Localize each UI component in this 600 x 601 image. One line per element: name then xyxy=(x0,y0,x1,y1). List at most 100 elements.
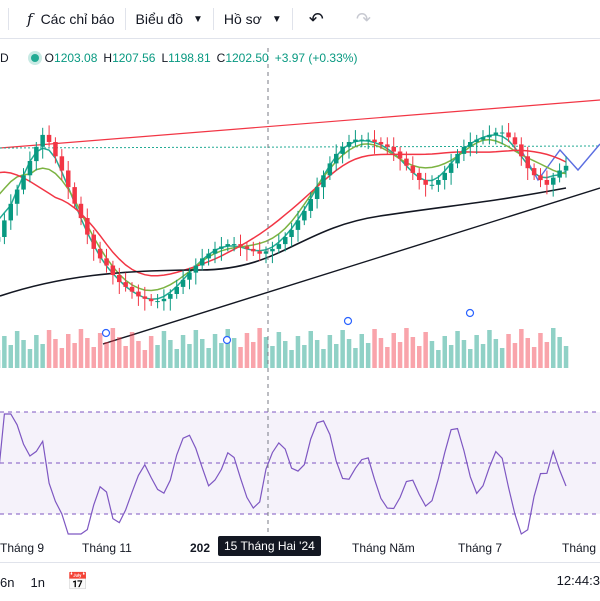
volume-bar xyxy=(117,337,122,368)
volume-bar xyxy=(455,331,460,368)
redo-button[interactable]: ↷ xyxy=(340,0,387,38)
volume-bar xyxy=(251,342,256,368)
x-tick-label: Tháng xyxy=(562,541,596,555)
volume-bar xyxy=(40,344,45,368)
candle-body xyxy=(296,220,301,230)
volume-bar xyxy=(564,346,569,368)
chart-type-button[interactable]: Biểu đồ ▼ xyxy=(126,0,213,38)
toolbar-partial-button[interactable] xyxy=(0,0,8,38)
volume-bar xyxy=(245,333,250,368)
candle-body xyxy=(251,249,256,251)
volume-bar xyxy=(136,341,141,368)
profile-button[interactable]: Hồ sơ ▼ xyxy=(214,0,292,38)
bottom-toolbar: 6n 1n 📅 12:44:3 xyxy=(0,562,600,601)
volume-bar xyxy=(66,334,71,368)
volume-bar xyxy=(321,349,326,368)
candle-body xyxy=(66,171,71,188)
volume-bar xyxy=(111,328,116,368)
resistance-trendline xyxy=(0,100,600,148)
volume-bar xyxy=(366,343,371,368)
candle-body xyxy=(417,173,422,180)
volume-bar xyxy=(79,329,84,368)
clock-readout: 12:44:3 xyxy=(557,573,600,588)
volume-bar xyxy=(309,331,314,368)
volume-bar xyxy=(302,345,307,368)
candle-body xyxy=(526,156,531,168)
candle-body xyxy=(309,199,314,211)
volume-bar xyxy=(143,350,148,368)
change-value: +3.97 (+0.33%) xyxy=(275,51,358,65)
candle-body xyxy=(398,152,403,159)
candle-body xyxy=(130,287,135,292)
candle-body xyxy=(136,292,141,297)
candle-body xyxy=(283,237,288,244)
low-key: L xyxy=(161,51,168,65)
chevron-down-icon: ▼ xyxy=(193,14,203,25)
candle-body xyxy=(487,135,492,137)
volume-bar xyxy=(468,349,473,368)
volume-bar xyxy=(187,344,192,368)
candle-body xyxy=(443,173,448,180)
volume-bar xyxy=(149,336,154,368)
candle-body xyxy=(226,244,231,246)
volume-bar xyxy=(283,341,288,368)
candle-body xyxy=(72,187,77,204)
volume-bar xyxy=(92,347,97,368)
candle-body xyxy=(60,156,65,170)
candle-body xyxy=(462,147,467,154)
undo-button[interactable]: ↶ xyxy=(293,0,340,38)
candle-body xyxy=(245,247,250,249)
candle-body xyxy=(194,266,199,273)
volume-bar xyxy=(398,342,403,368)
volume-bar xyxy=(60,348,65,368)
volume-bar xyxy=(98,333,103,368)
candle-body xyxy=(379,142,384,144)
price-chart[interactable] xyxy=(0,38,600,562)
candle-body xyxy=(28,161,33,175)
volume-bar xyxy=(436,350,441,368)
indicators-button[interactable]: f Các chỉ báo xyxy=(17,0,125,38)
volume-bar xyxy=(557,337,562,368)
candle-body xyxy=(111,266,116,276)
event-marker-icon xyxy=(224,337,231,344)
volume-bar xyxy=(506,334,511,368)
high-value: 1207.56 xyxy=(112,51,155,65)
volume-bar xyxy=(315,340,320,368)
candle-body xyxy=(519,144,524,156)
candle-body xyxy=(366,140,371,141)
volume-bar xyxy=(200,339,205,368)
open-value: 1203.08 xyxy=(54,51,97,65)
candle-body xyxy=(506,133,511,138)
volume-bar xyxy=(257,328,262,368)
crosshair-date-label: 15 Tháng Hai '24 xyxy=(218,536,321,556)
candle-body xyxy=(104,258,109,265)
candle-body xyxy=(21,175,26,189)
candle-body xyxy=(206,254,211,259)
indicators-label: Các chỉ báo xyxy=(41,11,115,27)
volume-bar xyxy=(47,330,52,368)
volume-bar xyxy=(513,343,518,368)
candle-body xyxy=(360,140,365,141)
candle-body xyxy=(500,133,505,134)
volume-bar xyxy=(430,341,435,368)
candle-body xyxy=(277,244,282,249)
toolbar-divider xyxy=(8,8,9,30)
timeframe-6m-button[interactable]: 6n xyxy=(0,575,22,590)
candle-body xyxy=(423,180,428,185)
candle-body xyxy=(392,147,397,152)
calendar-range-icon[interactable]: 📅 xyxy=(59,572,96,592)
volume-bar xyxy=(347,339,352,368)
volume-bar xyxy=(155,345,160,368)
volume-bar xyxy=(15,331,20,368)
volume-bar xyxy=(551,328,556,368)
candle-body xyxy=(168,294,173,299)
volume-bar xyxy=(360,334,365,368)
candle-body xyxy=(551,178,556,185)
fx-icon: f xyxy=(27,10,33,28)
candle-body xyxy=(47,135,52,142)
timeframe-1y-button[interactable]: 1n xyxy=(22,575,52,590)
candle-body xyxy=(468,142,473,147)
volume-bar xyxy=(85,338,90,368)
volume-bar xyxy=(194,330,199,368)
market-status-icon xyxy=(31,54,39,62)
